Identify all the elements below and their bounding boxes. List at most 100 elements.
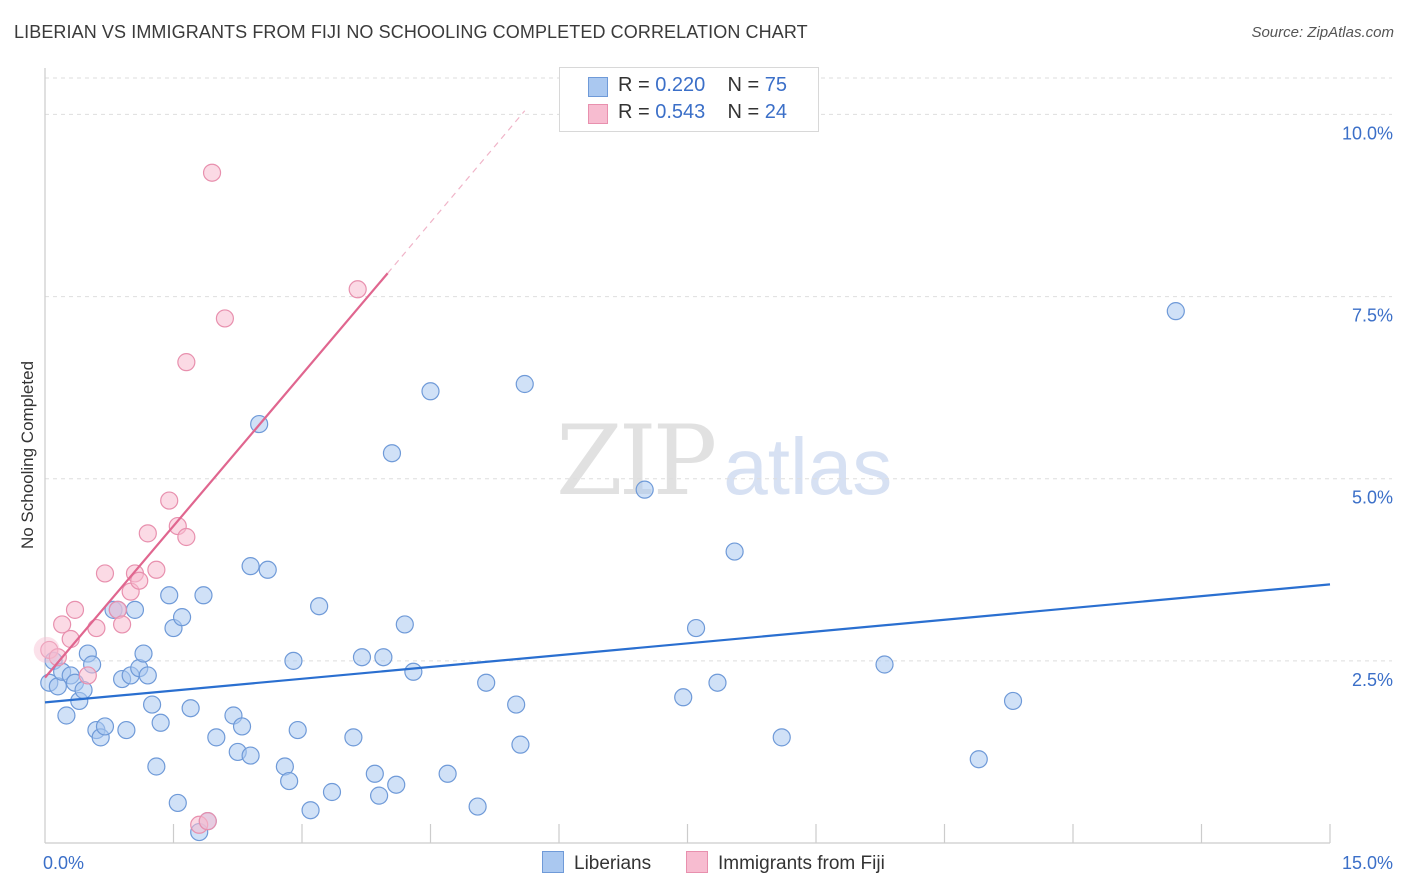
- legend-n-value: 75: [764, 74, 788, 96]
- liberian-point: [232, 717, 252, 736]
- fiji-trend-line: [44, 272, 389, 679]
- fiji-point: [65, 600, 85, 619]
- liberian-point: [515, 374, 534, 394]
- liberian-point: [686, 618, 706, 638]
- y-tick-label: 7.5%: [1352, 306, 1393, 326]
- series-legend-fiji: Immigrants from Fiji: [686, 851, 885, 875]
- liberian-point: [344, 728, 363, 747]
- correlation-legend: R = 0.220 N = 75 R = 0.543 N = 24: [559, 67, 819, 132]
- fiji-point: [78, 666, 97, 685]
- fiji-point: [147, 560, 166, 579]
- liberian-point: [138, 666, 157, 685]
- fiji-point: [198, 812, 217, 831]
- liberian-point: [181, 699, 200, 718]
- liberian-point: [280, 771, 299, 791]
- fiji-point: [130, 571, 149, 590]
- liberian-point: [708, 673, 727, 692]
- liberian-point: [421, 382, 440, 401]
- liberian-point: [725, 542, 744, 561]
- liberian-point: [160, 586, 179, 605]
- liberian-point: [404, 662, 423, 681]
- legend-swatch-liberians: [542, 851, 564, 873]
- legend-r-value: 0.220: [655, 74, 706, 96]
- liberian-point: [117, 720, 136, 740]
- liberian-point: [382, 444, 402, 463]
- legend-label-liberians: Liberians: [574, 853, 652, 874]
- x-tick-label: 0.0%: [43, 853, 84, 873]
- liberian-point: [477, 673, 496, 692]
- liberian-point: [511, 735, 530, 754]
- fiji-point: [112, 615, 132, 634]
- legend-n-value: 24: [764, 101, 788, 123]
- liberian-point: [172, 608, 192, 627]
- fiji-point: [95, 564, 115, 583]
- y-tick-label: 5.0%: [1352, 488, 1393, 508]
- liberians-trend-line: [44, 583, 1331, 704]
- liberian-point: [168, 793, 187, 813]
- legend-swatch-blue: [588, 77, 608, 97]
- liberian-point: [194, 586, 213, 605]
- liberian-point: [57, 706, 76, 725]
- liberian-point: [207, 728, 226, 747]
- fiji-point: [87, 618, 106, 638]
- fiji-point: [48, 648, 67, 667]
- legend-swatch-pink: [588, 104, 608, 124]
- y-tick-label: 2.5%: [1352, 670, 1393, 690]
- fiji-point: [53, 615, 72, 634]
- legend-n-label: N =: [727, 74, 765, 96]
- liberian-point: [365, 764, 384, 783]
- liberian-point: [875, 655, 894, 674]
- liberian-point: [310, 597, 329, 616]
- liberian-point: [301, 801, 320, 820]
- liberian-point: [635, 480, 654, 499]
- legend-n-label: N =: [727, 101, 765, 123]
- liberian-point: [387, 775, 406, 794]
- fiji-point: [202, 163, 222, 182]
- fiji-point: [348, 280, 367, 299]
- fiji-trend-extension: [387, 110, 526, 274]
- liberian-point: [395, 615, 414, 634]
- liberian-point: [134, 644, 153, 663]
- liberian-point: [241, 557, 260, 576]
- liberian-point: [1166, 302, 1185, 321]
- legend-r-label: R =: [618, 101, 656, 123]
- liberian-point: [147, 757, 166, 776]
- liberian-point: [284, 651, 303, 670]
- liberian-point: [507, 695, 526, 714]
- liberian-point: [241, 746, 260, 765]
- liberian-point: [352, 648, 372, 667]
- liberian-point: [438, 764, 457, 783]
- watermark: ZIP atlas: [556, 405, 892, 517]
- liberian-point: [969, 750, 988, 769]
- liberian-point: [95, 717, 115, 736]
- liberian-point: [674, 688, 693, 707]
- legend-r-label: R =: [618, 74, 656, 96]
- legend-label-fiji: Immigrants from Fiji: [718, 853, 885, 874]
- liberian-point: [125, 600, 145, 619]
- fiji-point: [177, 353, 196, 372]
- watermark-atlas: atlas: [723, 422, 893, 511]
- liberian-point: [374, 648, 393, 667]
- fiji-point: [177, 527, 196, 547]
- liberian-point: [258, 560, 277, 579]
- source-label: Source: ZipAtlas.com: [1251, 24, 1394, 41]
- liberian-point: [468, 797, 487, 816]
- fiji-point-large: [33, 636, 60, 663]
- y-tick-label: 10.0%: [1342, 123, 1393, 143]
- fiji-point: [138, 524, 157, 543]
- liberian-point: [288, 720, 307, 740]
- series-legend-liberians: Liberians: [542, 851, 651, 875]
- legend-r-value: 0.543: [655, 101, 706, 123]
- legend-swatch-fiji: [686, 851, 708, 873]
- watermark-zip: ZIP: [556, 405, 717, 517]
- liberian-point: [772, 728, 791, 747]
- liberian-point: [370, 786, 389, 805]
- liberian-point: [1003, 691, 1023, 711]
- x-tick-label: 15.0%: [1342, 853, 1393, 873]
- liberian-point: [142, 695, 162, 714]
- liberian-point: [151, 713, 170, 732]
- chart-title: LIBERIAN VS IMMIGRANTS FROM FIJI NO SCHO…: [14, 22, 808, 42]
- fiji-point: [160, 491, 179, 510]
- liberian-point: [322, 782, 342, 802]
